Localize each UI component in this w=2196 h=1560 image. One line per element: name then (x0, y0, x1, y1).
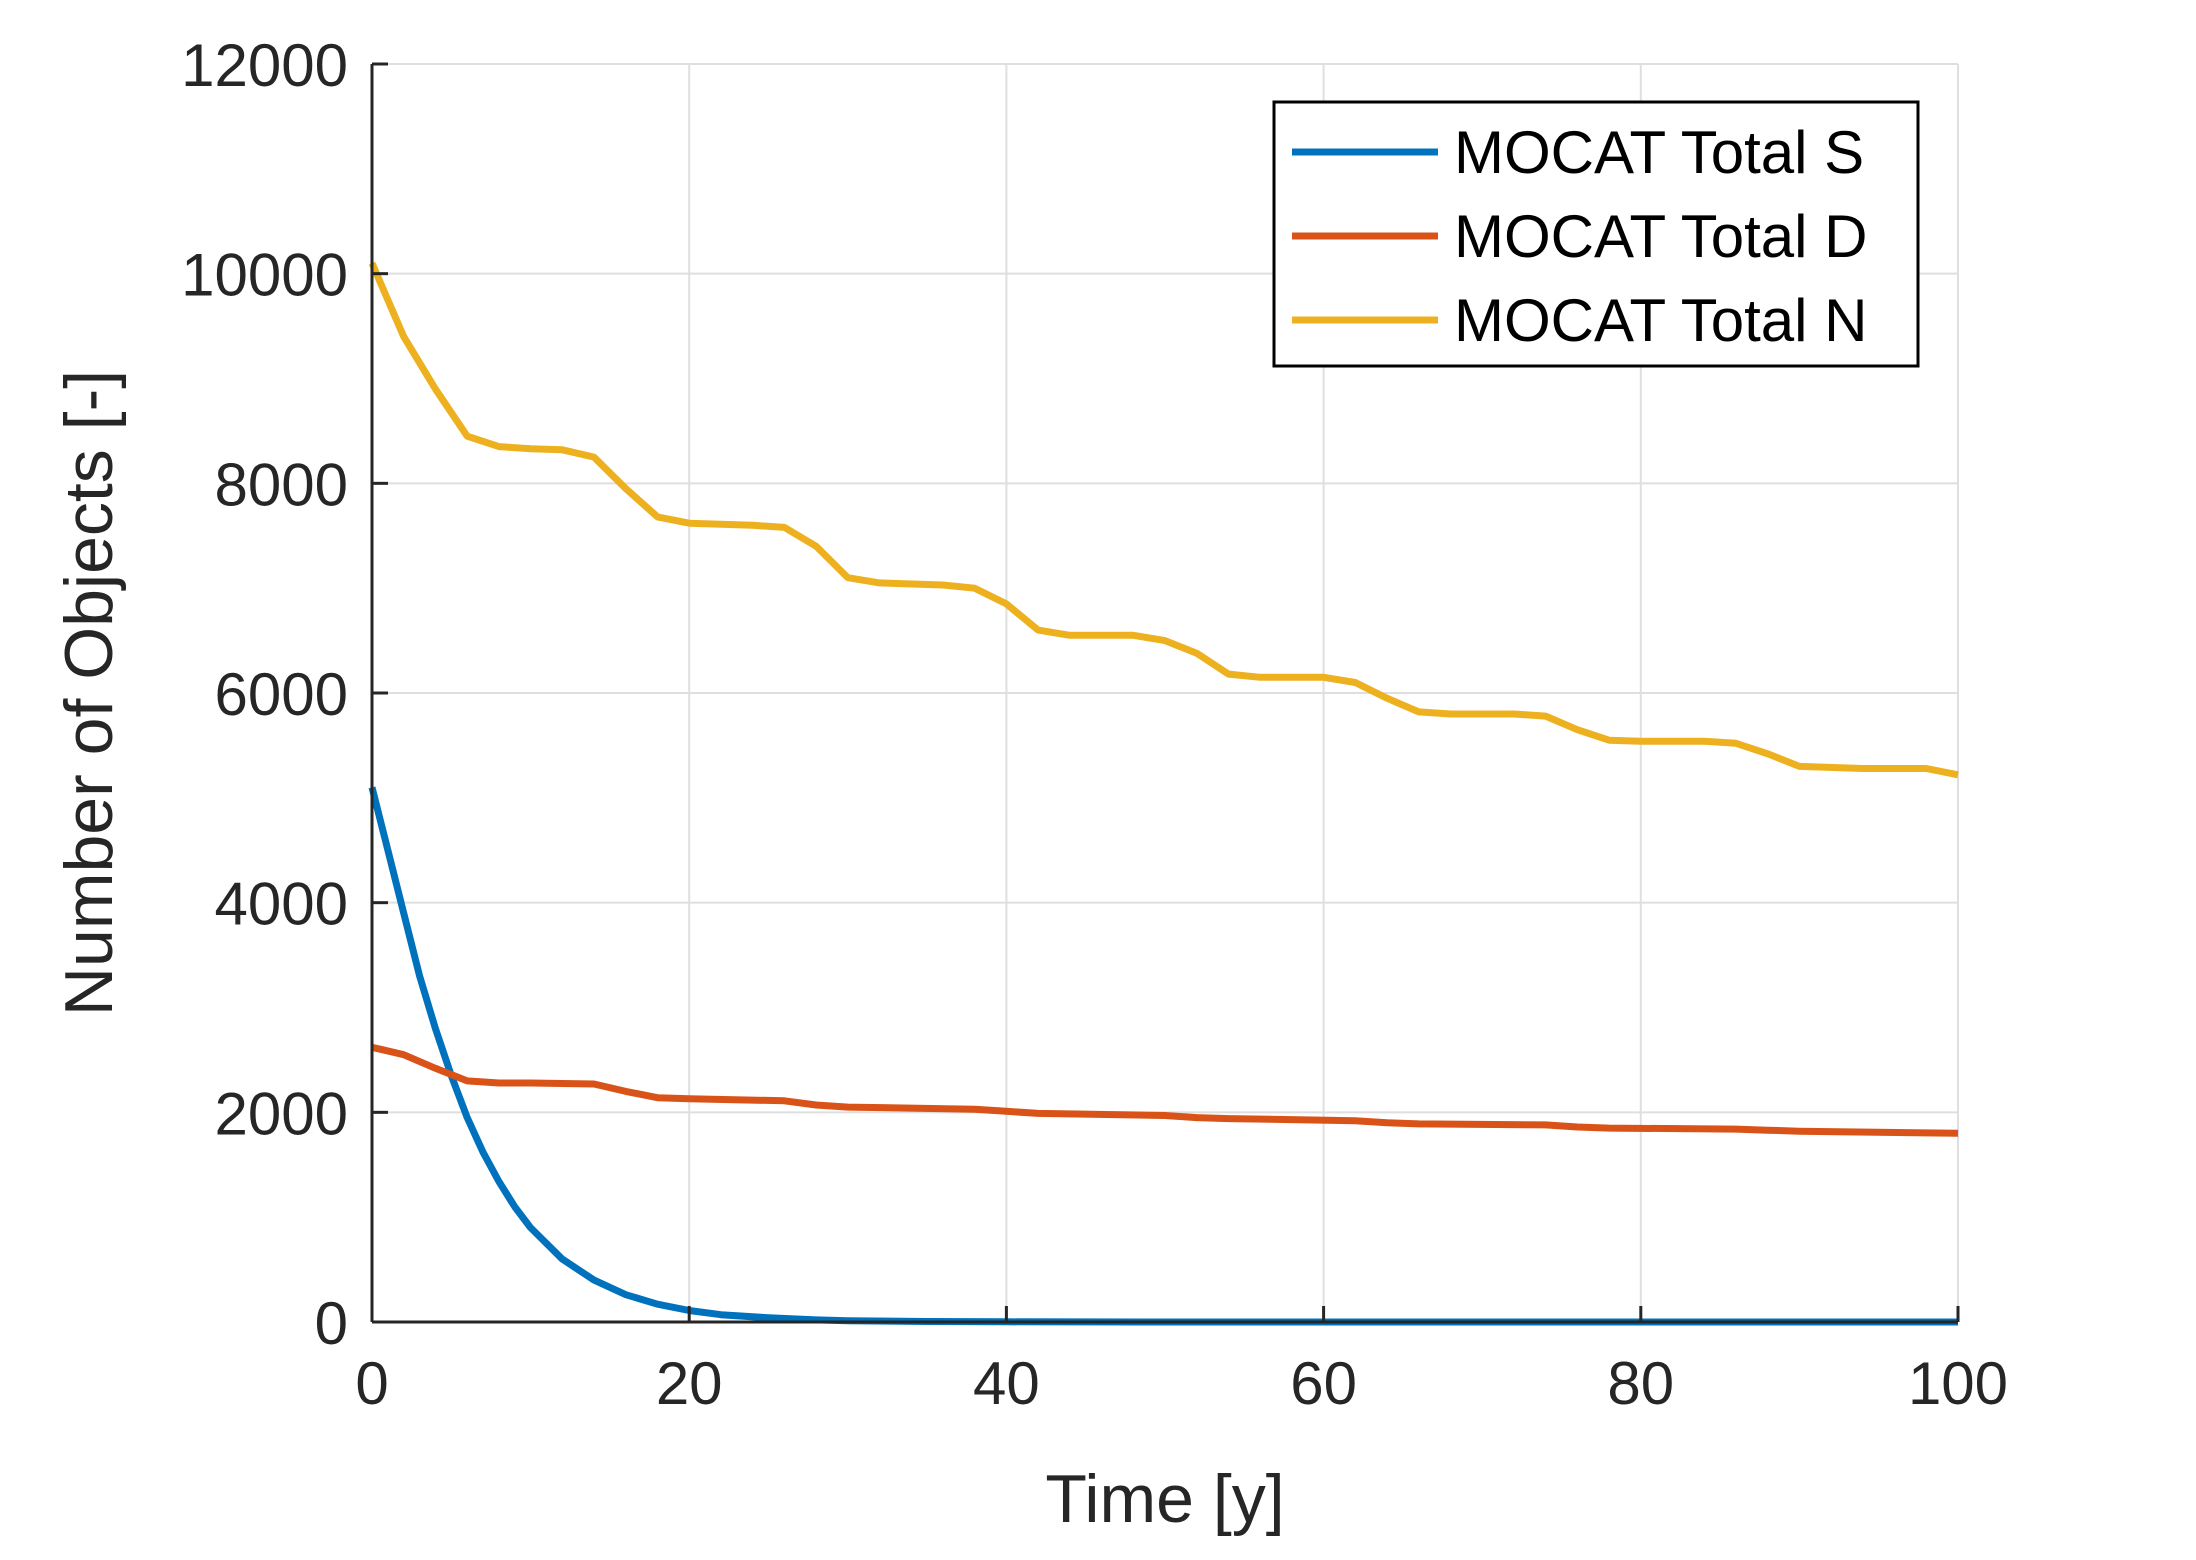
y-tick-label: 12000 (181, 32, 348, 99)
x-tick-label: 20 (656, 1350, 723, 1417)
y-tick-label: 10000 (181, 242, 348, 309)
grid-lines (371, 63, 1959, 1323)
y-tick-label: 0 (315, 1290, 348, 1357)
x-tick-label: 0 (355, 1350, 388, 1417)
axes (370, 62, 1960, 1324)
x-tick-label: 80 (1607, 1350, 1674, 1417)
series-line-1 (368, 786, 1958, 1326)
y-axis-label: Number of Objects [-] (51, 370, 127, 1016)
legend: MOCAT Total S MOCAT Total D MOCAT Total N (1272, 100, 1920, 368)
y-tick-label: 4000 (215, 871, 348, 938)
x-tick-label: 60 (1290, 1350, 1357, 1417)
y-tick-label: 6000 (215, 661, 348, 728)
series-lines (368, 261, 1959, 1326)
x-tick-label: 100 (1908, 1350, 2008, 1417)
legend-label-2: MOCAT Total D (1454, 203, 1867, 270)
series-line-2 (371, 1043, 1959, 1137)
tick-labels: 0 20 40 60 80 100 0 2000 4000 6000 8000 10000 12000 (181, 32, 2008, 1417)
legend-label-1: MOCAT Total S (1454, 119, 1864, 186)
legend-label-3: MOCAT Total N (1454, 287, 1867, 354)
series-line-3 (368, 261, 1959, 779)
y-tick-label: 8000 (215, 451, 348, 518)
x-axis-label: Time [y] (1045, 1461, 1284, 1537)
y-tick-label: 2000 (215, 1080, 348, 1147)
x-tick-label: 40 (973, 1350, 1040, 1417)
